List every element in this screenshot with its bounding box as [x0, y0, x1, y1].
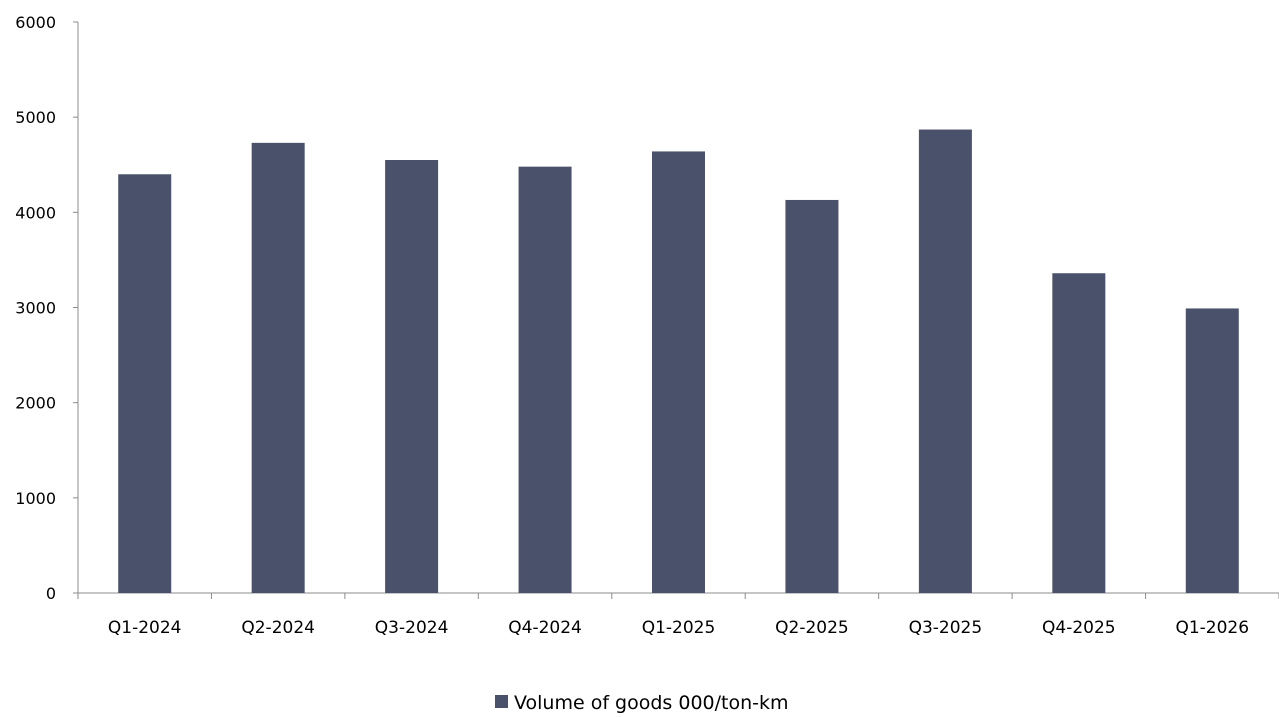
x-tick-label: Q2-2025: [775, 618, 849, 638]
x-tick-label: Q1-2025: [642, 618, 716, 638]
bar-q2-2025: [785, 199, 839, 593]
x-tick-label: Q1-2026: [1175, 618, 1249, 638]
y-axis-labels: 0 1000 2000 3000 4000 5000 6000: [15, 13, 56, 603]
y-tick-label: 6000: [15, 13, 56, 32]
y-tick-label: 2000: [15, 394, 56, 413]
y-tick-label: 1000: [15, 489, 56, 508]
bar-q1-2024: [118, 174, 172, 593]
bar-q3-2025: [918, 129, 972, 593]
x-tick-label: Q3-2025: [909, 618, 983, 638]
x-axis-labels: Q1-2024 Q2-2024 Q3-2024 Q4-2024 Q1-2025 Q2-20…: [108, 618, 1249, 638]
x-tick-label: Q4-2024: [508, 618, 582, 638]
y-tick-label: 3000: [15, 299, 56, 318]
y-tick-label: 5000: [15, 108, 56, 127]
x-tick-label: Q2-2024: [241, 618, 315, 638]
bar-q4-2024: [518, 166, 572, 594]
legend: Volume of goods 000/ton-km: [495, 692, 789, 714]
legend-swatch: [495, 695, 508, 708]
bar-q3-2024: [385, 159, 439, 593]
x-tick-label: Q1-2024: [108, 618, 182, 638]
bar-q1-2025: [652, 151, 705, 593]
y-tick-label: 0: [46, 584, 56, 603]
x-tick-label: Q3-2024: [375, 618, 449, 638]
bars: [118, 129, 1239, 594]
legend-label: Volume of goods 000/ton-km: [514, 692, 789, 713]
bar-q4-2025: [1052, 273, 1106, 593]
y-tick-label: 4000: [15, 203, 56, 222]
bar-q1-2026: [1185, 308, 1239, 593]
x-tick-label: Q4-2025: [1042, 618, 1116, 638]
bar-q2-2024: [251, 142, 305, 593]
